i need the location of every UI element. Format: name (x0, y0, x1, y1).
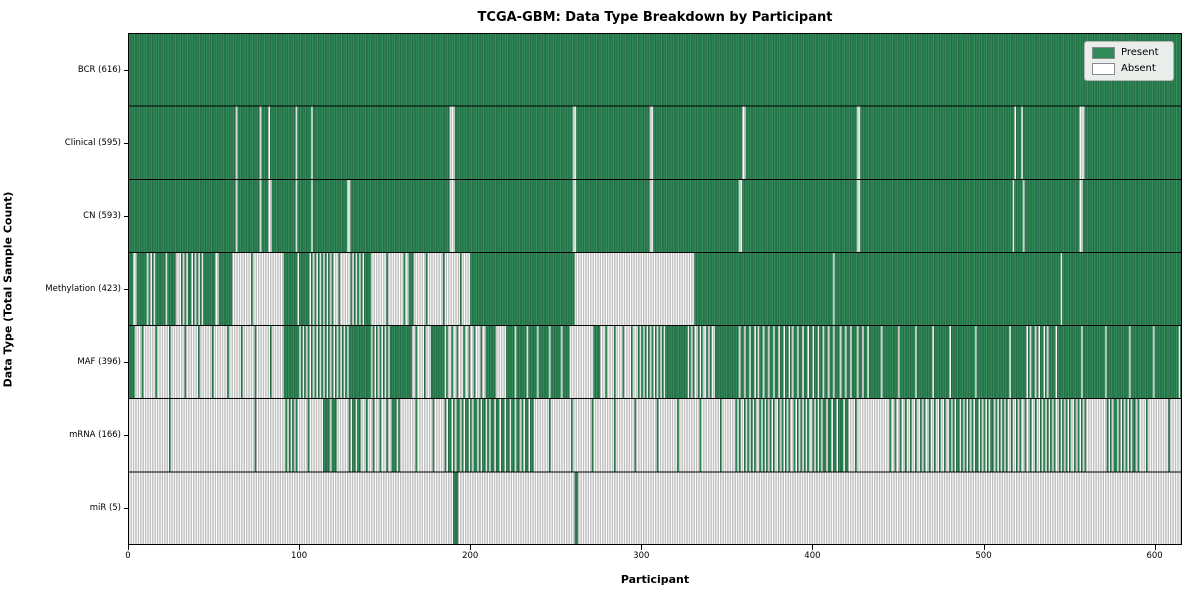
y-tick-mark (124, 435, 128, 436)
legend-label-present: Present (1121, 47, 1159, 58)
chart-title: TCGA-GBM: Data Type Breakdown by Partici… (477, 10, 833, 25)
x-tick-label: 400 (804, 551, 821, 561)
y-tick-label: mRNA (166) (69, 430, 121, 441)
y-tick-mark (124, 362, 128, 363)
y-tick-label: MAF (396) (77, 357, 121, 368)
legend-swatch-present (1092, 47, 1115, 59)
y-tick-label: miR (5) (89, 503, 121, 514)
x-tick-mark (812, 545, 813, 550)
heatmap-canvas (128, 33, 1182, 545)
y-tick-mark (124, 70, 128, 71)
legend-label-absent: Absent (1121, 63, 1156, 74)
legend-swatch-absent (1092, 63, 1115, 75)
x-tick-label: 200 (462, 551, 479, 561)
x-tick-label: 300 (633, 551, 650, 561)
legend: Present Absent (1084, 41, 1174, 81)
x-axis-title: Participant (620, 573, 690, 586)
y-tick-mark (124, 216, 128, 217)
y-tick-label: CN (593) (83, 210, 121, 221)
x-tick-label: 600 (1146, 551, 1163, 561)
x-tick-mark (128, 545, 129, 550)
y-tick-mark (124, 289, 128, 290)
y-tick-label: Clinical (595) (64, 137, 121, 148)
x-tick-mark (470, 545, 471, 550)
y-tick-mark (124, 143, 128, 144)
y-tick-mark (124, 508, 128, 509)
x-tick-mark (641, 545, 642, 550)
x-tick-label: 0 (125, 551, 131, 561)
x-tick-mark (1155, 545, 1156, 550)
x-tick-mark (984, 545, 985, 550)
legend-item-present: Present (1092, 47, 1166, 59)
y-tick-label: BCR (616) (77, 64, 121, 75)
plot-area (128, 33, 1182, 545)
legend-item-absent: Absent (1092, 63, 1166, 75)
x-tick-mark (299, 545, 300, 550)
y-tick-label: Methylation (423) (45, 284, 121, 294)
x-tick-label: 500 (975, 551, 992, 561)
x-tick-label: 100 (290, 551, 308, 561)
y-axis-title: Data Type (Total Sample Count) (1, 191, 15, 388)
